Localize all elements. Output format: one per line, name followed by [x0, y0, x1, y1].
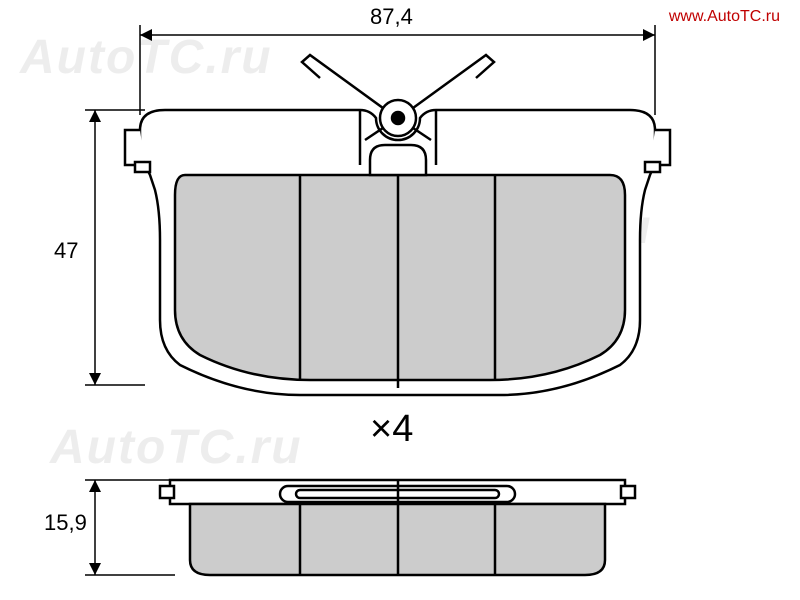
brake-pad-side: [160, 480, 635, 575]
diagram-container: AutoTC.ru AutoTC.ru AutoTC.ru www.AutoTC…: [0, 0, 800, 600]
brake-pad-front: [125, 110, 670, 395]
technical-drawing: [0, 0, 800, 600]
